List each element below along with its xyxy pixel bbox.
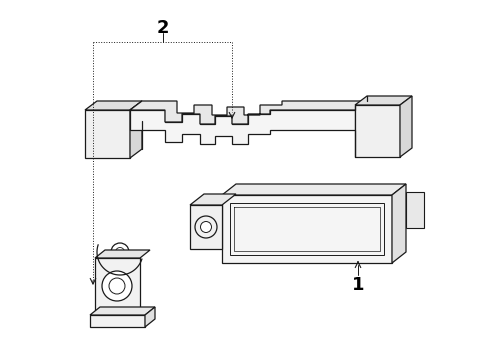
Polygon shape — [222, 184, 406, 195]
Circle shape — [200, 221, 212, 233]
Circle shape — [102, 271, 132, 301]
Polygon shape — [392, 184, 406, 263]
Circle shape — [109, 278, 125, 294]
Polygon shape — [222, 195, 392, 263]
Circle shape — [195, 216, 217, 238]
Polygon shape — [85, 101, 142, 110]
Polygon shape — [130, 110, 355, 144]
Polygon shape — [406, 192, 424, 228]
Text: 1: 1 — [352, 276, 364, 294]
Text: 2: 2 — [157, 19, 169, 37]
Polygon shape — [190, 194, 236, 205]
Polygon shape — [95, 258, 140, 315]
Polygon shape — [400, 96, 412, 157]
Polygon shape — [355, 96, 412, 105]
Polygon shape — [95, 250, 150, 258]
Polygon shape — [90, 307, 155, 315]
Circle shape — [116, 248, 124, 256]
Polygon shape — [230, 203, 384, 255]
Polygon shape — [85, 110, 130, 158]
Polygon shape — [190, 205, 222, 249]
Polygon shape — [130, 101, 142, 158]
Polygon shape — [355, 105, 400, 157]
Polygon shape — [145, 307, 155, 327]
Polygon shape — [90, 315, 145, 327]
Circle shape — [111, 243, 129, 261]
Polygon shape — [130, 101, 367, 124]
